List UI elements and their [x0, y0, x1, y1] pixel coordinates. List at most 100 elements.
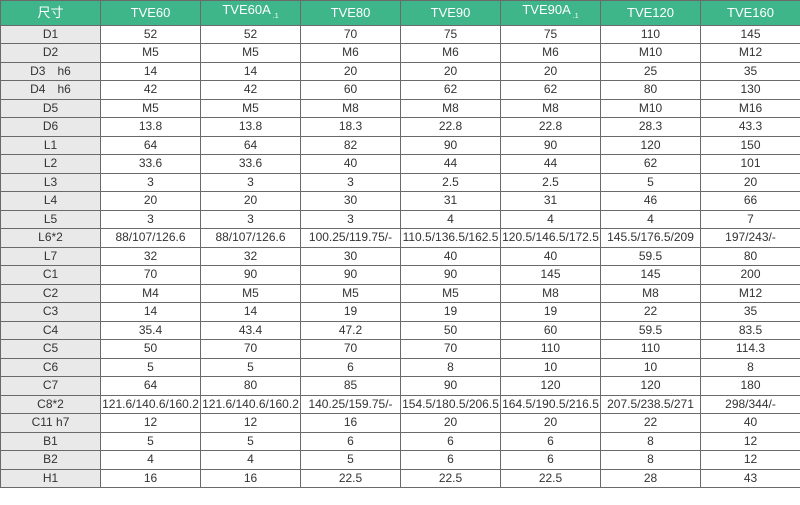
table-cell: M10: [600, 43, 701, 63]
table-cell: 110: [600, 339, 701, 359]
table-cell: 60: [300, 80, 401, 100]
table-cell: 33.6: [200, 154, 301, 174]
header-row: 尺寸 TVE60 TVE60A .1 TVE80 TVE90 TVE90A .1 TVE120 T…: [0, 0, 800, 26]
table-row: D2 M5 M5 M6 M6 M6 M10 M12: [0, 43, 800, 63]
table-cell: 18.3: [300, 117, 401, 137]
table-row: L6*2 88/107/126.6 88/107/126.6 100.25/119.7…: [0, 228, 800, 248]
dimension-table: 尺寸 TVE60 TVE60A .1 TVE80 TVE90 TVE90A .1 TVE120 T…: [0, 0, 800, 489]
table-cell: 59.5: [600, 246, 701, 267]
row-label: L5: [0, 209, 101, 230]
table-cell: 40: [700, 413, 800, 433]
table-cell: 10: [600, 357, 701, 378]
table-cell: 32: [100, 246, 201, 267]
table-cell: 12: [200, 413, 301, 433]
table-row: C2 M4 M5 M5 M5 M8 M8 M12: [0, 283, 800, 304]
table-row: C8*2 121.6/140.6/160.2 121.6/140.6/160.2 14…: [0, 394, 800, 415]
table-row: D5 M5 M5 M8 M8 M8 M10 M16: [0, 98, 800, 119]
row-label: L7: [0, 246, 101, 267]
table-cell: 120: [600, 376, 701, 396]
table-cell: 70: [300, 24, 401, 45]
table-cell: 3: [200, 209, 301, 230]
header-model: TVE160: [700, 0, 800, 26]
table-cell: 30: [300, 246, 401, 267]
table-cell: 4: [200, 450, 301, 470]
table-cell: 44: [400, 154, 501, 174]
table-cell: 47.2: [300, 320, 401, 341]
table-cell: 62: [400, 80, 501, 100]
table-cell: 14: [100, 61, 201, 82]
table-cell: 20: [200, 191, 301, 211]
header-model: TVE90: [400, 0, 501, 26]
table-cell: M8: [400, 98, 501, 119]
table-cell: 10: [500, 357, 601, 378]
table-cell: 200: [700, 265, 800, 285]
row-label: C2: [0, 283, 101, 304]
header-footnote-mark: .1: [572, 12, 579, 20]
header-model: TVE60: [100, 0, 201, 26]
table-cell: 14: [200, 302, 301, 322]
table-cell: 42: [100, 80, 201, 100]
table-cell: 22.8: [400, 117, 501, 137]
table-cell: 12: [100, 413, 201, 433]
table-cell: 3: [200, 172, 301, 193]
table-row: D4 h6 42 42 60 62 62 80 130: [0, 80, 800, 100]
table-cell: 2.5: [400, 172, 501, 193]
table-cell: 80: [200, 376, 301, 396]
table-row: L4 20 20 30 31 31 46 66: [0, 191, 800, 211]
header-label: TVE80: [330, 5, 371, 21]
table-cell: 43: [700, 468, 800, 489]
table-cell: 28.3: [600, 117, 701, 137]
table-cell: 4: [400, 209, 501, 230]
table-cell: 130: [700, 80, 800, 100]
table-cell: 120: [600, 135, 701, 156]
table-cell: 88/107/126.6: [100, 228, 201, 248]
table-cell: 121.6/140.6/160.2: [100, 394, 201, 415]
table-cell: M5: [400, 283, 501, 304]
row-label: L1: [0, 135, 101, 156]
table-cell: 6: [400, 431, 501, 452]
table-row: H1 16 16 22.5 22.5 22.5 28 43: [0, 468, 800, 489]
table-cell: 16: [100, 468, 201, 489]
table-cell: 35.4: [100, 320, 201, 341]
table-cell: M8: [600, 283, 701, 304]
table-cell: M6: [500, 43, 601, 63]
row-label: C4: [0, 320, 101, 341]
table-cell: 145: [500, 265, 601, 285]
header-model: TVE60A .1: [200, 0, 301, 26]
table-cell: 70: [300, 339, 401, 359]
table-cell: 88/107/126.6: [200, 228, 301, 248]
table-cell: 110.5/136.5/162.5: [400, 228, 501, 248]
row-label: B2: [0, 450, 101, 470]
table-cell: M12: [700, 283, 800, 304]
table-cell: 70: [400, 339, 501, 359]
table-cell: 40: [400, 246, 501, 267]
table-row: L3 3 3 3 2.5 2.5 5 20: [0, 172, 800, 193]
table-cell: 164.5/190.5/216.5: [500, 394, 601, 415]
table-cell: 82: [300, 135, 401, 156]
table-row: C3 14 14 19 19 19 22 35: [0, 302, 800, 322]
table-cell: 5: [100, 431, 201, 452]
table-cell: 120.5/146.5/172.5: [500, 228, 601, 248]
header-label: TVE90: [430, 5, 471, 21]
table-cell: M8: [500, 283, 601, 304]
table-cell: M5: [200, 98, 301, 119]
table-cell: 33.6: [100, 154, 201, 174]
table-row: C1 70 90 90 90 145 145 200: [0, 265, 800, 285]
table-cell: M6: [400, 43, 501, 63]
row-label: L6*2: [0, 228, 101, 248]
table-cell: 16: [200, 468, 301, 489]
table-cell: 83.5: [700, 320, 800, 341]
table-cell: 8: [400, 357, 501, 378]
table-cell: 30: [300, 191, 401, 211]
row-label: D1: [0, 24, 101, 45]
row-label: D5: [0, 98, 101, 119]
table-cell: 20: [400, 413, 501, 433]
table-cell: 100.25/119.75/-: [300, 228, 401, 248]
table-cell: 43.3: [700, 117, 800, 137]
table-cell: 5: [300, 450, 401, 470]
table-cell: 120: [500, 376, 601, 396]
row-label: D6: [0, 117, 101, 137]
table-cell: 66: [700, 191, 800, 211]
table-cell: 19: [500, 302, 601, 322]
table-cell: M5: [200, 283, 301, 304]
